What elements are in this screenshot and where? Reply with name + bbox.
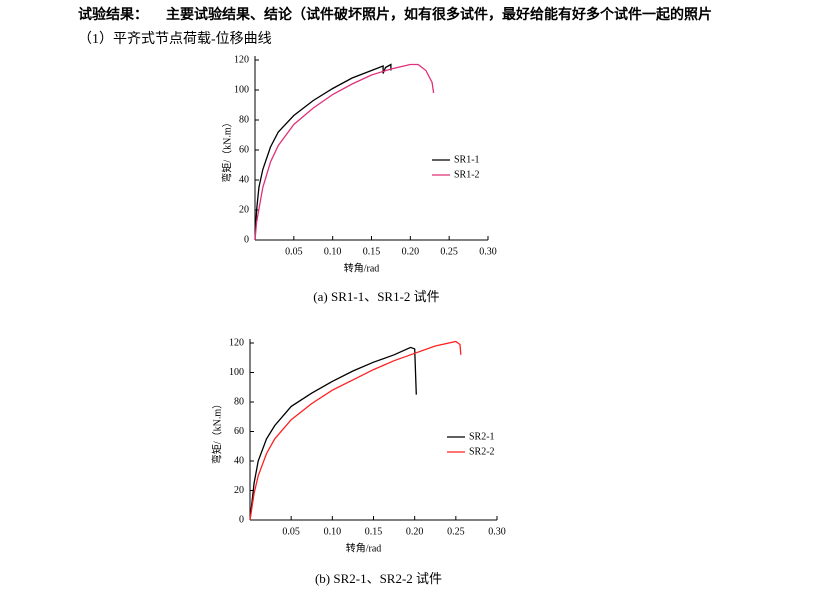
legend-label: SR1-1 xyxy=(454,154,480,165)
y-axis-label: 弯矩/（kN.m） xyxy=(220,117,233,182)
y-tick-label: 80 xyxy=(234,396,244,407)
y-tick-label: 80 xyxy=(239,114,249,125)
legend-label: SR2-1 xyxy=(469,431,495,442)
x-tick-label: 0.15 xyxy=(363,246,381,257)
x-tick-label: 0.25 xyxy=(447,526,465,537)
x-tick-label: 0.25 xyxy=(440,246,458,257)
header: 试验结果： 主要试验结果、结论（试件破坏照片，如有很多试件，最好给能有好多个试件一… xyxy=(78,4,730,24)
y-tick-label: 100 xyxy=(234,84,249,95)
x-tick-label: 0.15 xyxy=(365,526,383,537)
header-label: 试验结果： xyxy=(78,8,148,23)
caption: (b) SR2-1、SR2-2 试件 xyxy=(315,571,442,586)
x-tick-label: 0.20 xyxy=(402,246,420,257)
x-tick-label: 0.20 xyxy=(406,526,424,537)
x-axis-label: 转角/rad xyxy=(344,261,380,274)
y-axis-label: 弯矩/（kN.m） xyxy=(210,399,223,464)
y-tick-label: 100 xyxy=(229,367,244,378)
legend-label: SR2-2 xyxy=(469,446,495,457)
x-tick-label: 0.05 xyxy=(282,526,300,537)
series-line xyxy=(249,346,417,521)
x-tick-label: 0.10 xyxy=(324,246,342,257)
y-tick-label: 20 xyxy=(239,204,249,215)
x-tick-label: 0.05 xyxy=(285,246,303,257)
series-line xyxy=(249,340,462,521)
x-tick-label: 0.30 xyxy=(479,246,497,257)
x-tick-label: 0.10 xyxy=(324,526,342,537)
y-tick-label: 40 xyxy=(234,455,244,466)
y-tick-label: 60 xyxy=(239,144,249,155)
section-title: （1）平齐式节点荷载-位移曲线 xyxy=(78,32,272,47)
x-axis-label: 转角/rad xyxy=(346,541,382,554)
header-text: 主要试验结果、结论（试件破坏照片，如有很多试件，最好给能有好多个试件一起的照片 xyxy=(166,8,712,23)
y-tick-label: 20 xyxy=(234,485,244,496)
series-line xyxy=(254,63,435,241)
y-tick-label: 0 xyxy=(239,514,244,525)
y-tick-label: 120 xyxy=(234,54,249,65)
y-tick-label: 120 xyxy=(229,337,244,348)
y-tick-label: 0 xyxy=(244,234,249,245)
y-tick-label: 40 xyxy=(239,174,249,185)
y-tick-label: 60 xyxy=(234,426,244,437)
legend-label: SR1-2 xyxy=(454,169,480,180)
x-tick-label: 0.30 xyxy=(488,526,506,537)
caption: (a) SR1-1、SR1-2 试件 xyxy=(313,289,439,304)
